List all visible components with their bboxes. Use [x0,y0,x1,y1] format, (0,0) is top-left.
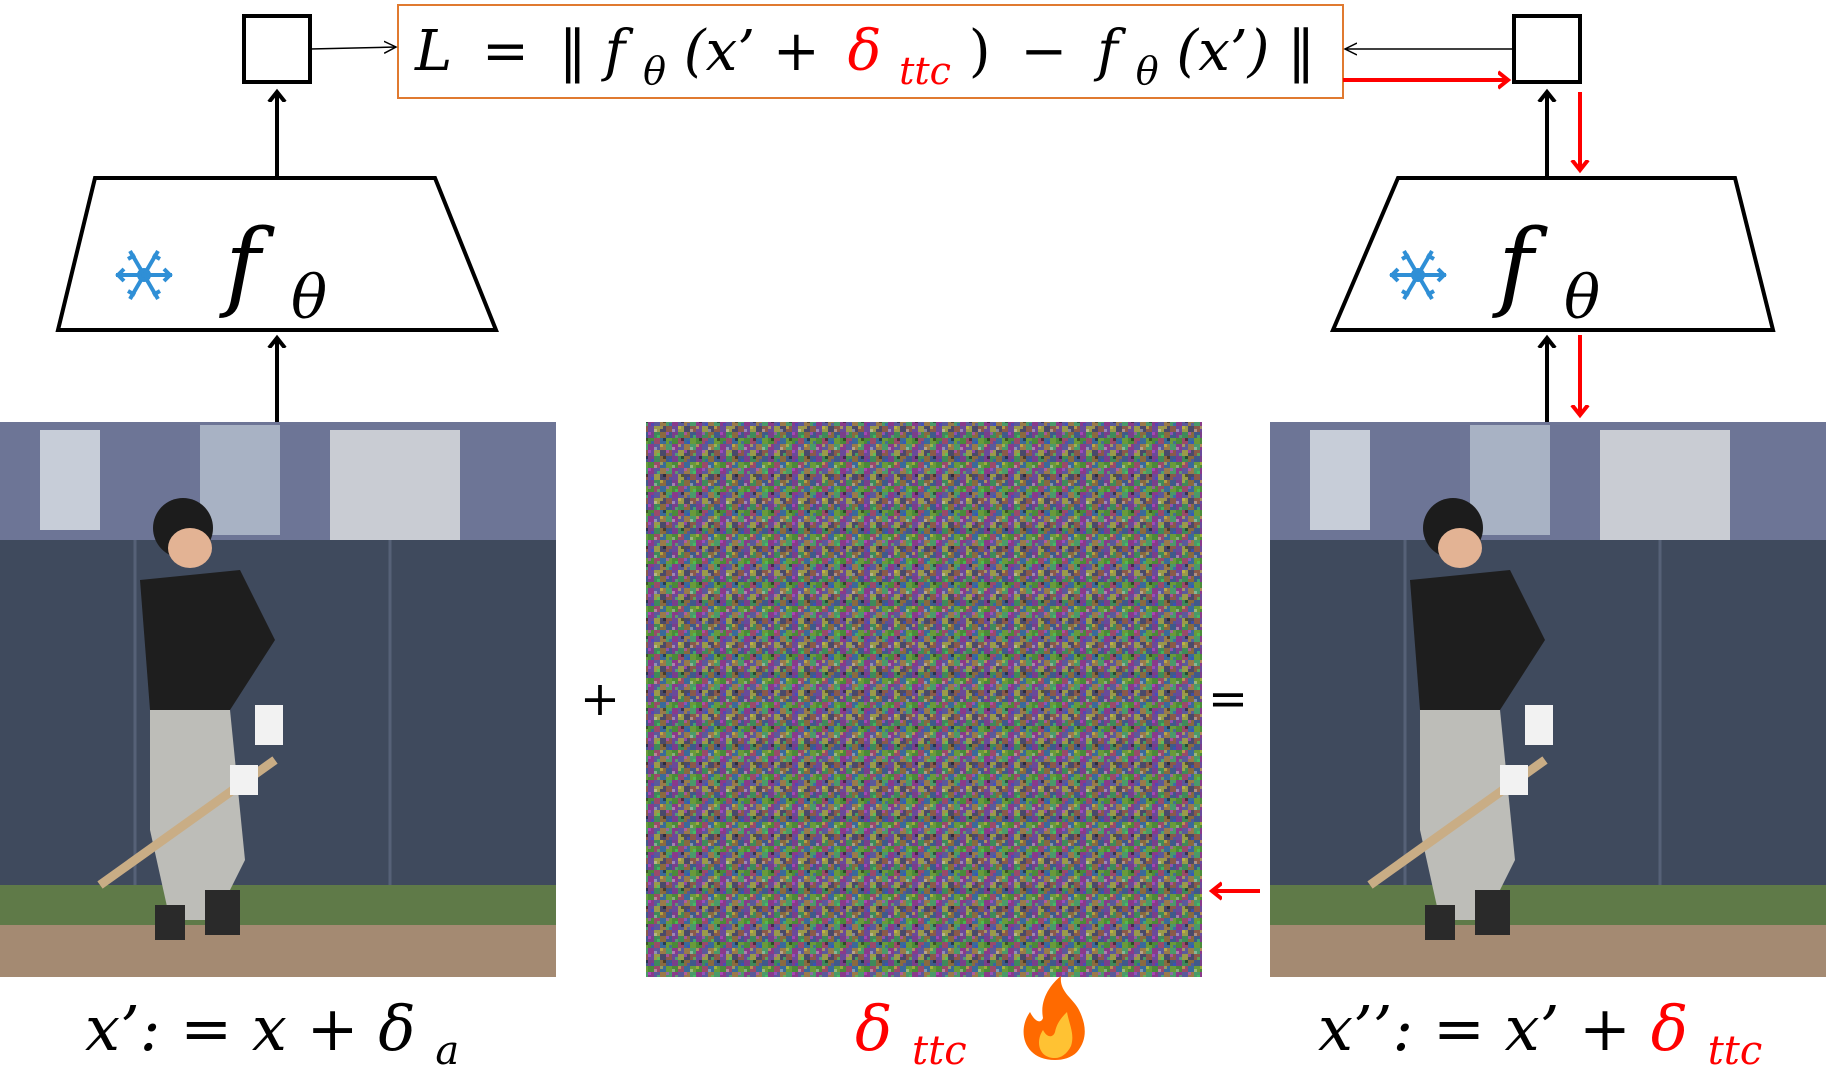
feature-box-left [242,14,312,84]
caption-middle: δ ttc [855,992,967,1071]
encoder-right [1329,176,1776,332]
loss-symbol: L [414,19,452,84]
fire-icon [1023,976,1085,1060]
encoder-left [55,176,499,332]
snowflake-icon [1389,249,1447,301]
caption-middle-delta: δ [855,992,892,1065]
caption-middle-sub: ttc [912,1028,967,1071]
loss-equals: = [482,19,529,84]
loss-formula: L = ‖ f θ (x’ + δ ttc ) − f θ (x’) ‖ [397,4,1344,99]
loss-box [397,4,1344,99]
equals-operator: = [1208,671,1248,727]
svg-text:f θ: f θ [219,209,327,333]
player-figure [1367,498,1553,940]
caption-right-sub: ttc [1708,1028,1763,1071]
model-theta-2: θ [1136,49,1159,93]
plus-operator: + [580,671,620,727]
arg1-close: ) [969,19,991,84]
arg2: (x’) [1176,19,1269,84]
image-corrected-right [1270,422,1826,977]
arrow-feature-left-to-loss [309,47,396,49]
encoder-right-f: f [1492,209,1548,321]
norm-close: ‖ [1287,19,1315,84]
caption-right: x’’: = x’ + δ ttc [1318,992,1762,1071]
model-theta-1: θ [643,49,666,93]
encoder-left-f: f [219,209,275,321]
image-adversarial-left [0,422,556,977]
model-f-1: f [601,19,635,84]
caption-left: x’: = x + δ a [85,992,459,1071]
arg1-open: (x’ + [684,19,820,84]
player-figure [97,498,283,940]
caption-left-lhs: x’: = x + [85,992,378,1065]
model-f-2: f [1093,19,1127,84]
encoder-left-theta: θ [291,263,327,333]
image-perturbation-noise [646,422,1202,977]
feature-box-right [1512,14,1582,84]
norm-open: ‖ [559,19,587,84]
svg-text:f θ: f θ [1492,209,1600,333]
snowflake-icon [115,249,173,301]
delta-ttc-symbol: δ [848,19,882,84]
caption-left-delta: δ [378,992,415,1065]
encoder-right-theta: θ [1564,263,1600,333]
svg-text:L = ‖ f: L = ‖ f θ (x’ + δ ttc ) − f θ (x’) ‖ [414,19,1315,98]
loss-minus: − [1020,19,1067,84]
caption-right-lhs: x’’: = x’ + [1318,992,1651,1065]
caption-right-delta: δ [1651,992,1688,1065]
delta-ttc-subscript: ttc [899,49,951,93]
caption-left-sub: a [435,1028,459,1071]
